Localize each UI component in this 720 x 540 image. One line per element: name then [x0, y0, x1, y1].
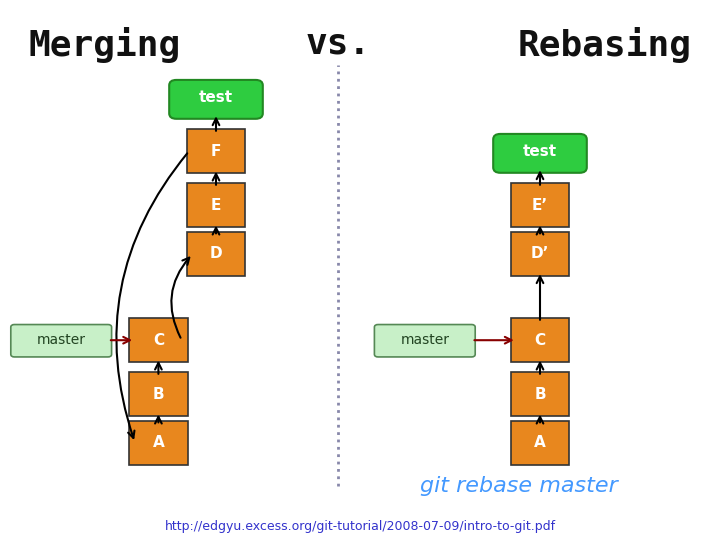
- Text: master: master: [37, 333, 86, 347]
- FancyBboxPatch shape: [186, 130, 245, 173]
- FancyBboxPatch shape: [130, 318, 187, 362]
- Text: test: test: [523, 144, 557, 159]
- FancyBboxPatch shape: [511, 318, 569, 362]
- FancyBboxPatch shape: [493, 134, 587, 173]
- FancyBboxPatch shape: [511, 373, 569, 416]
- Text: vs.: vs.: [306, 27, 371, 61]
- FancyBboxPatch shape: [186, 232, 245, 275]
- Text: test: test: [199, 90, 233, 105]
- Text: E: E: [211, 198, 221, 213]
- Text: master: master: [400, 333, 449, 347]
- FancyBboxPatch shape: [511, 232, 569, 275]
- FancyBboxPatch shape: [511, 421, 569, 464]
- FancyBboxPatch shape: [169, 80, 263, 119]
- Text: D’: D’: [531, 246, 549, 261]
- FancyBboxPatch shape: [130, 421, 187, 464]
- FancyBboxPatch shape: [374, 325, 475, 357]
- Text: B: B: [534, 387, 546, 402]
- FancyBboxPatch shape: [130, 373, 187, 416]
- Text: B: B: [153, 387, 164, 402]
- FancyBboxPatch shape: [511, 184, 569, 227]
- FancyBboxPatch shape: [11, 325, 112, 357]
- Text: A: A: [153, 435, 164, 450]
- Text: C: C: [153, 333, 164, 348]
- Text: E’: E’: [532, 198, 548, 213]
- Text: F: F: [211, 144, 221, 159]
- Text: git rebase master: git rebase master: [420, 476, 617, 496]
- FancyBboxPatch shape: [186, 184, 245, 227]
- Text: Merging: Merging: [29, 27, 181, 63]
- Text: D: D: [210, 246, 222, 261]
- Text: C: C: [534, 333, 546, 348]
- Text: A: A: [534, 435, 546, 450]
- Text: http://edgyu.excess.org/git-tutorial/2008-07-09/intro-to-git.pdf: http://edgyu.excess.org/git-tutorial/200…: [164, 520, 556, 533]
- Text: Rebasing: Rebasing: [517, 27, 691, 63]
